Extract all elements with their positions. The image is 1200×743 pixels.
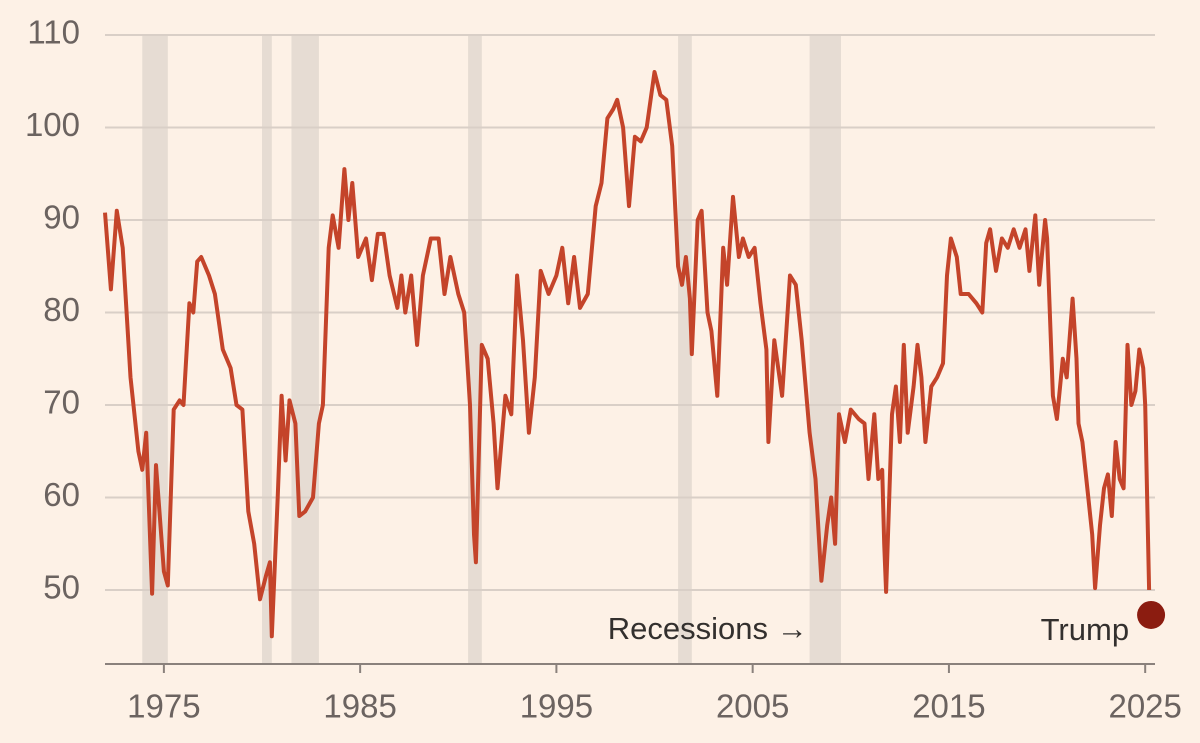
sentiment-line [103, 70, 1152, 639]
grid: 50 60 70 80 90 100 110 1975 1985 1995 2005 2015 2025 [25, 14, 1182, 725]
x-tick-label: 2015 [912, 688, 985, 725]
marks: Recessions → Trump [103, 70, 1166, 647]
y-tick-label: 60 [43, 476, 80, 513]
y-tick-label: 100 [25, 106, 80, 143]
x-tick-label: 1985 [323, 688, 396, 725]
recession-band [262, 35, 272, 664]
recession-band [678, 35, 692, 664]
recession-bands [142, 35, 841, 664]
y-tick-label: 50 [43, 569, 80, 606]
x-tick-label: 2005 [716, 688, 789, 725]
recession-band [809, 35, 841, 664]
y-tick-label: 90 [43, 199, 80, 236]
x-tick-label: 1975 [127, 688, 200, 725]
trump-label: Trump [1041, 612, 1129, 647]
trump-dot [1137, 600, 1166, 629]
recession-label: Recessions → [608, 611, 808, 646]
recession-band [291, 35, 319, 664]
y-tick-label: 80 [43, 291, 80, 328]
y-tick-label: 110 [27, 14, 80, 51]
x-tick-label: 2025 [1108, 688, 1181, 725]
y-tick-label: 70 [43, 384, 80, 421]
x-tick-label: 1995 [520, 688, 593, 725]
